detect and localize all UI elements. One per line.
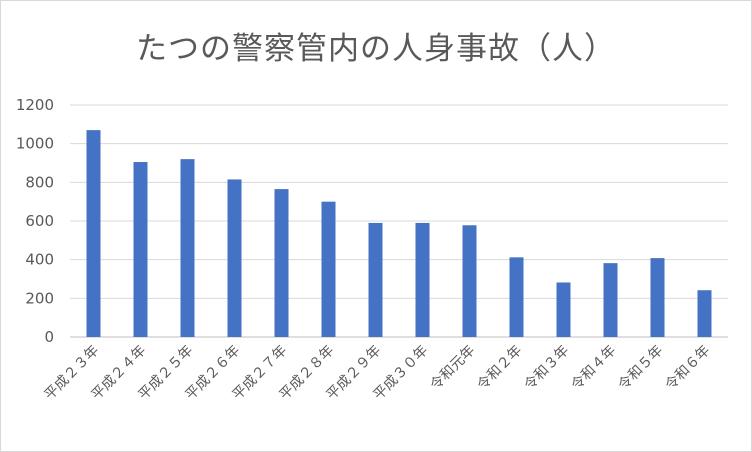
bar xyxy=(86,130,101,337)
bar xyxy=(368,222,383,337)
bar xyxy=(133,162,148,337)
chart-title: たつの警察管内の人身事故（人） xyxy=(136,31,616,67)
x-tick-label: 令和４年 xyxy=(568,343,619,394)
bar xyxy=(462,225,477,337)
bar xyxy=(603,263,618,337)
y-tick-label: 600 xyxy=(25,212,54,230)
bar xyxy=(227,179,242,337)
y-tick-label: 1200 xyxy=(16,96,54,114)
gridlines xyxy=(70,104,728,338)
y-axis: 0 200 400 600 800 1000 1200 xyxy=(16,96,54,346)
bar xyxy=(415,222,430,337)
x-tick-label: 令和６年 xyxy=(662,343,713,394)
y-tick-label: 400 xyxy=(25,251,54,269)
x-tick-label: 令和２年 xyxy=(474,343,525,394)
x-tick-label: 令和元年 xyxy=(427,343,478,394)
bar xyxy=(556,282,571,337)
bar xyxy=(180,159,195,337)
bars xyxy=(86,130,712,337)
y-tick-label: 1000 xyxy=(16,135,54,153)
y-tick-label: 800 xyxy=(25,173,54,191)
bar xyxy=(650,258,665,337)
x-tick-label: 令和３年 xyxy=(521,343,572,394)
x-tick-label: 令和５年 xyxy=(615,343,666,394)
bar xyxy=(697,290,712,337)
bar xyxy=(321,201,336,337)
bar xyxy=(274,189,289,337)
bar xyxy=(509,257,524,337)
y-tick-label: 0 xyxy=(44,328,54,346)
x-axis: 平成２３年平成２４年平成２５年平成２６年平成２７年平成２８年平成２９年平成３０年… xyxy=(42,343,714,404)
y-tick-label: 200 xyxy=(25,289,54,307)
